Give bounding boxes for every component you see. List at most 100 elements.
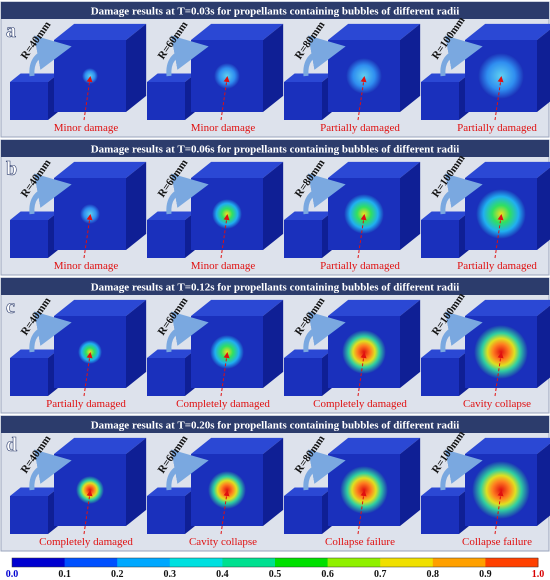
- large-cube-side: [126, 437, 147, 526]
- large-cube-top: [328, 161, 421, 178]
- transfer-arrow: [29, 311, 72, 353]
- damage-annotation: Completely damaged: [176, 398, 270, 410]
- damage-zone: [76, 476, 104, 504]
- small-cube-front: [147, 358, 185, 396]
- small-cube-front: [421, 496, 459, 534]
- small-cube-top: [147, 211, 196, 220]
- panel-title-bar: [1, 140, 549, 157]
- colorbar-frame: [11, 557, 539, 568]
- large-cube-top: [191, 161, 284, 178]
- pointer-arrow: [494, 352, 504, 397]
- small-cube-top: [421, 487, 470, 496]
- damage-annotation: Minor damage: [54, 122, 119, 134]
- panel-letter: b: [6, 158, 17, 180]
- pointer-arrow: [494, 214, 504, 259]
- colorbar-segment: [222, 558, 276, 567]
- damage-zone: [214, 63, 240, 89]
- large-cube-side: [400, 23, 421, 112]
- small-cube-front: [10, 496, 48, 534]
- damage-annotation: Collapse failure: [325, 536, 395, 548]
- panel-title: Damage results at T=0.20s for propellant…: [91, 420, 460, 432]
- large-cube-side: [537, 167, 550, 250]
- damage-zone: [478, 53, 524, 99]
- small-cube-top: [421, 349, 470, 358]
- damage-annotation: Minor damage: [54, 260, 119, 272]
- large-cube-top: [54, 299, 147, 316]
- damage-zone: [472, 461, 530, 519]
- damage-zone: [342, 330, 386, 374]
- damage-annotation: Completely damaged: [313, 398, 407, 410]
- pointer-arrow: [220, 352, 230, 397]
- small-cube-front: [284, 358, 322, 396]
- pointer-arrow: [357, 490, 367, 535]
- panel-title: Damage results at T=0.03s for propellant…: [91, 6, 460, 18]
- transfer-arrow: [440, 311, 483, 353]
- large-cube-side: [537, 443, 550, 526]
- large-cube-side: [400, 161, 421, 250]
- pointer-arrow: [83, 352, 93, 397]
- panel-title: Damage results at T=0.12s for propellant…: [91, 282, 460, 294]
- colorbar-segment: [327, 558, 381, 567]
- damage-zone: [476, 189, 526, 239]
- damage-annotation: Completely damaged: [39, 536, 133, 548]
- small-cube-front: [10, 358, 48, 396]
- colorbar-segment: [117, 558, 171, 567]
- large-cube-top: [191, 299, 284, 316]
- pointer-arrow: [357, 352, 367, 397]
- damage-zone: [78, 340, 102, 364]
- damage-zone: [474, 325, 528, 379]
- large-cube-top: [54, 161, 147, 178]
- large-cube-side: [126, 161, 147, 250]
- small-cube-front: [284, 220, 322, 258]
- large-cube-top: [465, 23, 550, 40]
- damage-zone: [346, 58, 382, 94]
- colorbar-segment: [275, 558, 329, 567]
- small-cube-top: [284, 73, 333, 82]
- damage-zone: [82, 68, 98, 84]
- small-cube-top: [284, 349, 333, 358]
- small-cube-top: [284, 487, 333, 496]
- damage-annotation: Minor damage: [191, 122, 256, 134]
- large-cube-side: [263, 161, 284, 250]
- transfer-arrow: [440, 35, 483, 77]
- small-cube-top: [147, 487, 196, 496]
- colorbar-label: 0.8: [427, 569, 440, 580]
- large-cube-side: [537, 29, 550, 112]
- pointer-arrow: [357, 214, 367, 259]
- large-cube-top: [328, 437, 421, 454]
- damage-zone: [340, 466, 388, 514]
- small-cube-front: [10, 220, 48, 258]
- small-cube-top: [284, 211, 333, 220]
- large-cube-side: [400, 437, 421, 526]
- damage-zone: [210, 335, 244, 369]
- damage-annotation: Cavity collapse: [189, 536, 257, 548]
- colorbar-segment: [12, 558, 66, 567]
- small-cube-front: [421, 220, 459, 258]
- pointer-arrow: [220, 214, 230, 259]
- large-cube-top: [465, 299, 550, 316]
- colorbar-label: 0.4: [216, 569, 229, 580]
- small-cube-top: [421, 211, 470, 220]
- pointer-arrow: [494, 76, 504, 121]
- colorbar-segment: [64, 558, 118, 567]
- pointer-arrow: [220, 76, 230, 121]
- damage-annotation: Collapse failure: [462, 536, 532, 548]
- small-cube-top: [10, 349, 59, 358]
- large-cube-side: [263, 23, 284, 112]
- pointer-arrow: [83, 214, 93, 259]
- pointer-arrow: [83, 76, 93, 121]
- small-cube-front: [10, 82, 48, 120]
- transfer-arrow: [303, 173, 346, 215]
- small-cube-front: [147, 220, 185, 258]
- damage-annotation: Partially damaged: [457, 122, 537, 134]
- large-cube-side: [263, 437, 284, 526]
- small-cube-front: [284, 82, 322, 120]
- small-cube-front: [284, 496, 322, 534]
- large-cube-top: [328, 299, 421, 316]
- panel-title-bar: [1, 278, 549, 295]
- small-cube-top: [147, 349, 196, 358]
- transfer-arrow: [440, 173, 483, 215]
- colorbar-segment: [485, 558, 539, 567]
- pointer-arrow: [494, 490, 504, 535]
- small-cube-top: [147, 73, 196, 82]
